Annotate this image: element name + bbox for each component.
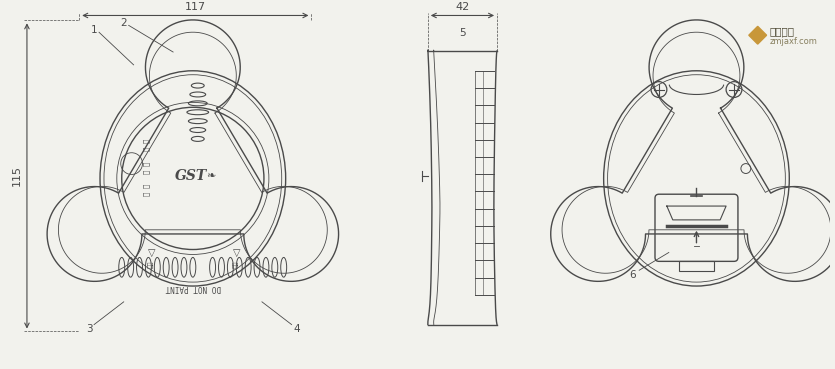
Text: zmjaxf.com: zmjaxf.com: [770, 37, 817, 46]
Text: 复: 复: [143, 162, 149, 166]
Text: 消: 消: [143, 139, 149, 143]
Text: 6: 6: [629, 270, 635, 280]
Text: 42: 42: [455, 1, 469, 11]
Text: 5: 5: [459, 28, 466, 38]
Text: ❧: ❧: [206, 172, 215, 182]
Polygon shape: [749, 26, 767, 44]
Bar: [679, 261, 714, 271]
Text: 115: 115: [12, 165, 22, 186]
Text: 报: 报: [143, 184, 149, 189]
Text: 1: 1: [91, 25, 98, 35]
Text: 位: 位: [143, 169, 149, 174]
Text: 警: 警: [143, 192, 149, 196]
Text: 智森消防: 智森消防: [770, 26, 795, 36]
Text: GST: GST: [175, 169, 207, 183]
Text: 4: 4: [293, 324, 300, 334]
Text: 117: 117: [185, 1, 206, 11]
Text: 3: 3: [86, 324, 93, 334]
Text: 故障: 故障: [234, 261, 239, 268]
Text: ▽: ▽: [148, 248, 155, 258]
Text: ▽: ▽: [232, 248, 240, 258]
Text: 2: 2: [120, 18, 127, 28]
Text: 音: 音: [143, 146, 149, 151]
Text: DO NOT PAINT: DO NOT PAINT: [165, 283, 220, 292]
Text: 火警: 火警: [149, 261, 154, 268]
